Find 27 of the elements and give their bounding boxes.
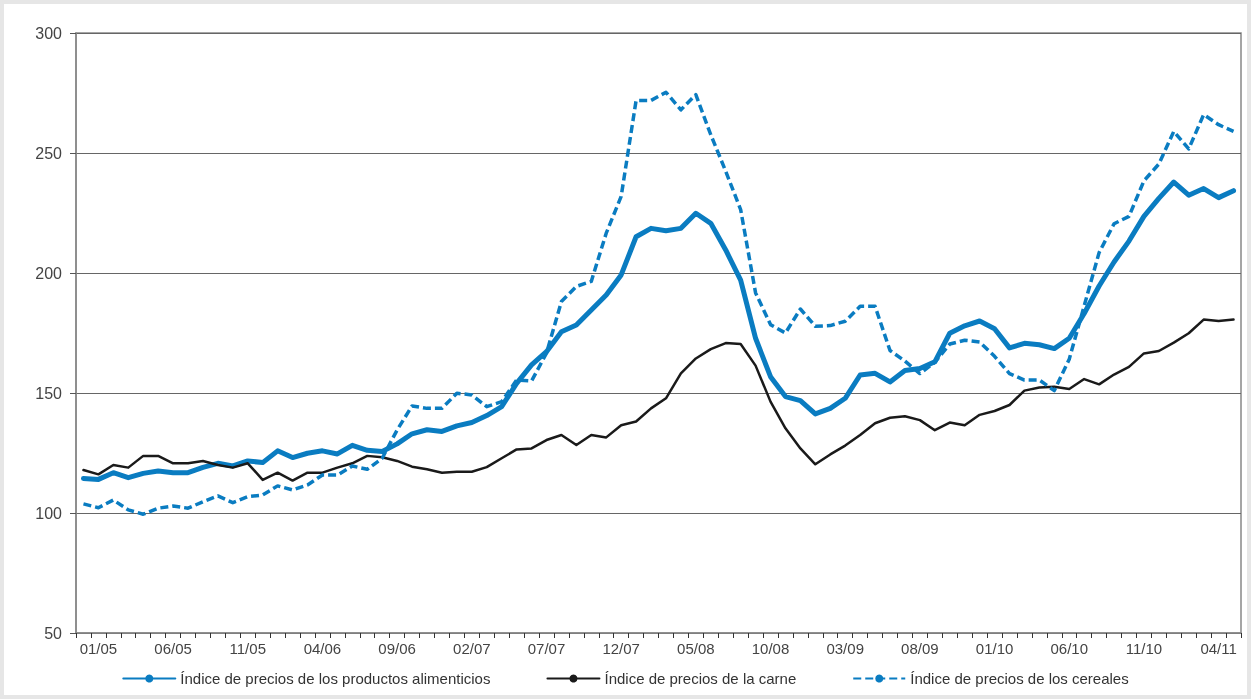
legend-label: Índice de precios de los cereales [910,670,1129,687]
x-tick-label: 06/10 [1050,640,1089,657]
y-tick-label: 300 [35,24,63,42]
x-tick-label: 01/10 [975,640,1014,657]
x-tick-label: 08/09 [901,640,939,657]
x-tick-label: 06/05 [154,640,192,657]
y-tick-label: 250 [35,144,63,162]
line-series [81,90,1236,516]
x-tick-label: 11/10 [1125,640,1163,657]
x-tick-label: 07/07 [527,640,566,657]
legend-label: Índice de precios de la carne [604,670,797,687]
x-tick-label: 01/05 [79,640,118,657]
x-tick-label: 05/08 [677,640,715,657]
x-tick-label: 11/05 [229,640,266,657]
x-tick-label: 02/07 [453,640,491,657]
line-series [82,318,1235,482]
y-tick-label: 50 [44,624,63,642]
x-tick-label: 04/06 [303,640,342,657]
y-tick-label: 100 [35,504,63,522]
x-tick-label: 09/06 [378,640,416,657]
x-tick-label: 10/08 [751,640,790,657]
y-tick-label: 150 [35,384,63,402]
x-tick-label: 12/07 [602,640,640,657]
x-tick-label: 04/11 [1200,640,1237,657]
x-tick-label: 03/09 [826,640,864,657]
legend-label: Índice de precios de los productos alimenticios [180,670,491,687]
y-tick-label: 200 [35,264,63,282]
